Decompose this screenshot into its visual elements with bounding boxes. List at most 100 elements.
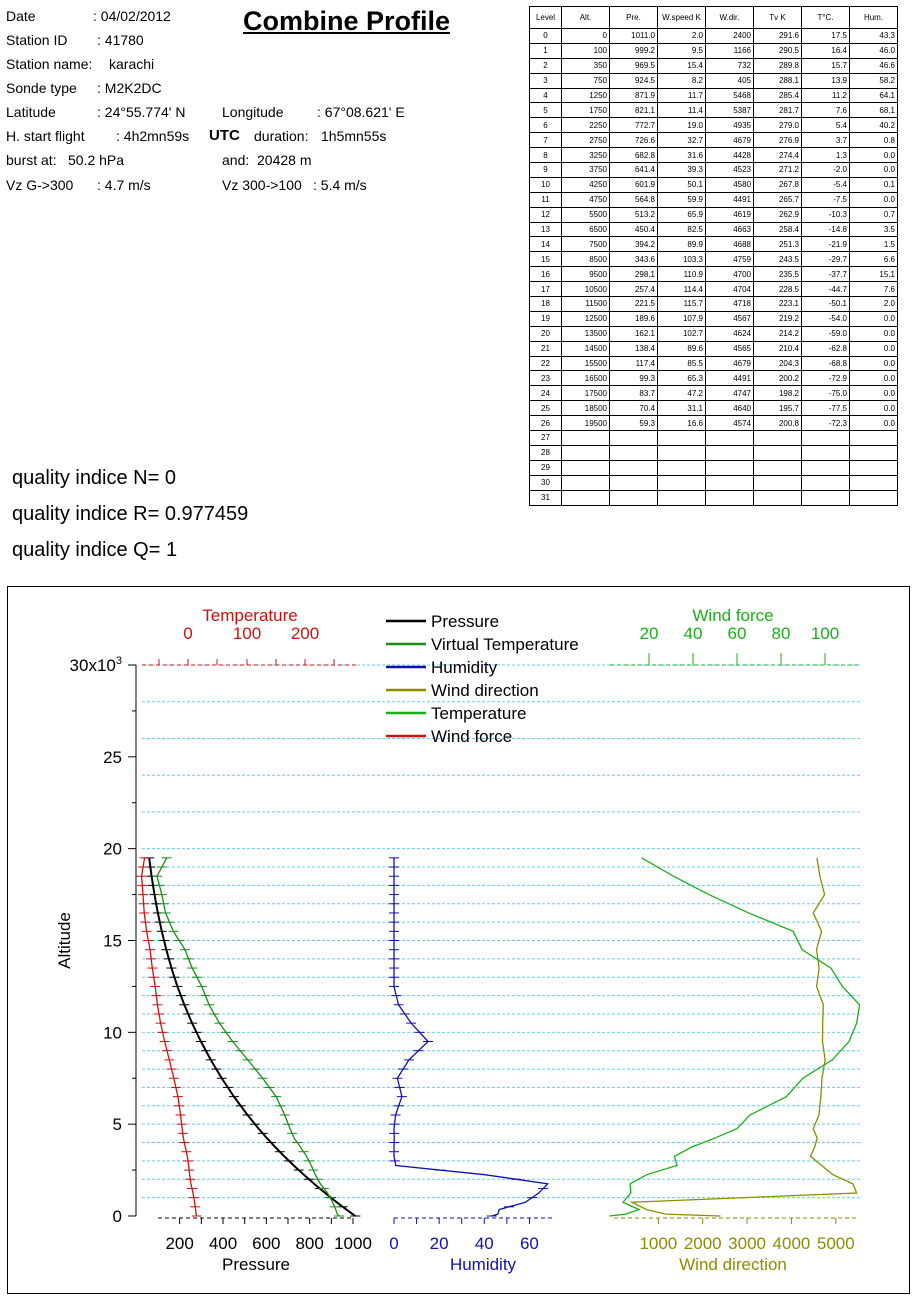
table-row: 3 750 924.5 8.2 405 288.1 13.9 58.2 [529, 72, 898, 89]
table-row: 22 15500 117.4 85.5 4679 204.3 -68.8 0.0 [529, 355, 898, 372]
table-row: 20 13500 162.1 102.7 4624 214.2 -59.0 0.0 [529, 325, 898, 342]
table-cell: 924.5 [609, 72, 658, 89]
temperature-line [609, 857, 861, 1217]
table-cell [849, 444, 898, 461]
y-tick-label: 15 [103, 932, 122, 951]
table-cell: 24 [529, 385, 562, 402]
table-cell: 21 [529, 340, 562, 357]
table-cell: -68.8 [801, 355, 850, 372]
table-cell: 50.1 [657, 176, 706, 193]
table-cell: 0.0 [849, 385, 898, 402]
table-cell: 43.3 [849, 28, 898, 44]
station-name-label: Station name: [6, 56, 93, 72]
duration-value: 1h5mn55s [321, 128, 387, 144]
table-cell: 2.0 [657, 28, 706, 44]
table-cell: 107.9 [657, 310, 706, 327]
wind-force-top-tick-label: 100 [811, 624, 839, 643]
humidity-tick-label: 60 [520, 1234, 539, 1253]
table-cell: 0.0 [849, 355, 898, 372]
table-cell: 0 [529, 28, 562, 44]
table-cell: 65.3 [657, 370, 706, 387]
table-cell: 291.6 [753, 28, 802, 44]
table-cell: -75.0 [801, 385, 850, 402]
table-cell [609, 489, 658, 506]
column-header: Hum. [849, 6, 898, 29]
table-cell: 5468 [705, 87, 754, 104]
column-header: T°C. [801, 6, 850, 29]
table-cell: 40.2 [849, 117, 898, 134]
table-cell: 394.2 [609, 236, 658, 253]
table-cell: 0.0 [849, 415, 898, 432]
table-cell: -72.9 [801, 370, 850, 387]
table-cell [657, 459, 706, 476]
table-row: 17 10500 257.4 114.4 4704 228.5 -44.7 7.6 [529, 281, 898, 298]
pressure-tick-label: 800 [295, 1234, 323, 1253]
table-cell: 0.8 [849, 132, 898, 149]
wind-force-top-tick-label: 80 [772, 624, 791, 643]
table-cell: 450.4 [609, 221, 658, 238]
table-cell: 4523 [705, 162, 754, 178]
table-cell: 20 [529, 325, 562, 342]
table-cell: 1166 [705, 42, 754, 59]
table-cell: 99.3 [609, 370, 658, 387]
table-cell: 0.0 [849, 400, 898, 417]
table-cell: 31.1 [657, 400, 706, 417]
table-cell: 9500 [561, 266, 610, 283]
wind-force-top-tick-label: 20 [640, 624, 659, 643]
table-row: 15 8500 343.6 103.3 4759 243.5 -29.7 6.6 [529, 251, 898, 268]
legend-label: Wind direction [431, 681, 539, 700]
pressure-line [148, 857, 356, 1217]
table-cell [657, 430, 706, 446]
table-cell: 1011.0 [609, 28, 658, 44]
table-cell: 13500 [561, 325, 610, 342]
table-cell [801, 430, 850, 446]
table-cell: 221.5 [609, 296, 658, 312]
table-cell: 46.6 [849, 57, 898, 74]
table-row: 31 [529, 489, 898, 506]
table-cell: 343.6 [609, 251, 658, 268]
table-cell: 4718 [705, 296, 754, 312]
table-cell: 12500 [561, 310, 610, 327]
table-cell: 16.6 [657, 415, 706, 432]
table-cell: 189.6 [609, 310, 658, 327]
table-cell: 27 [529, 430, 562, 446]
table-row: 10 4250 601.9 50.1 4580 267.8 -5.4 0.1 [529, 176, 898, 193]
table-cell: 4491 [705, 191, 754, 208]
table-cell: 3 [529, 72, 562, 89]
column-header: W.speed K [657, 6, 706, 29]
table-cell: 210.4 [753, 340, 802, 357]
humidity-tick-label: 0 [389, 1234, 398, 1253]
table-cell: 2250 [561, 117, 610, 134]
table-cell: 3.7 [801, 132, 850, 149]
table-cell [753, 430, 802, 446]
table-cell: 16.4 [801, 42, 850, 59]
table-cell: 5387 [705, 102, 754, 119]
table-cell: 999.2 [609, 42, 658, 59]
table-cell: 26 [529, 415, 562, 432]
table-cell: 219.2 [753, 310, 802, 327]
table-cell: 871.9 [609, 87, 658, 104]
table-cell: 405 [705, 72, 754, 89]
table-cell: -10.3 [801, 206, 850, 223]
table-cell: 969.5 [609, 57, 658, 74]
temperature-top-tick-label: 0 [183, 624, 192, 643]
table-cell [801, 474, 850, 491]
table-cell: 23 [529, 370, 562, 387]
wind-direction-tick-label: 1000 [639, 1234, 677, 1253]
table-cell: 200.8 [753, 415, 802, 432]
station-id-label: Station ID [6, 32, 68, 48]
table-cell: 298.1 [609, 266, 658, 283]
humidity-line [393, 857, 550, 1217]
table-cell: 19.0 [657, 117, 706, 134]
table-row: 25 18500 70.4 31.1 4640 195.7 -77.5 0.0 [529, 400, 898, 417]
page-title: Combine Profile [243, 6, 451, 36]
table-cell: 1250 [561, 87, 610, 104]
table-cell: 5.4 [801, 117, 850, 134]
table-cell: 0.0 [849, 191, 898, 208]
table-cell: 200.2 [753, 370, 802, 387]
table-cell: 288.1 [753, 72, 802, 89]
table-cell: 59.9 [657, 191, 706, 208]
table-cell: 103.3 [657, 251, 706, 268]
column-header: Level [529, 6, 562, 29]
wind-direction-tick-label: 4000 [773, 1234, 811, 1253]
